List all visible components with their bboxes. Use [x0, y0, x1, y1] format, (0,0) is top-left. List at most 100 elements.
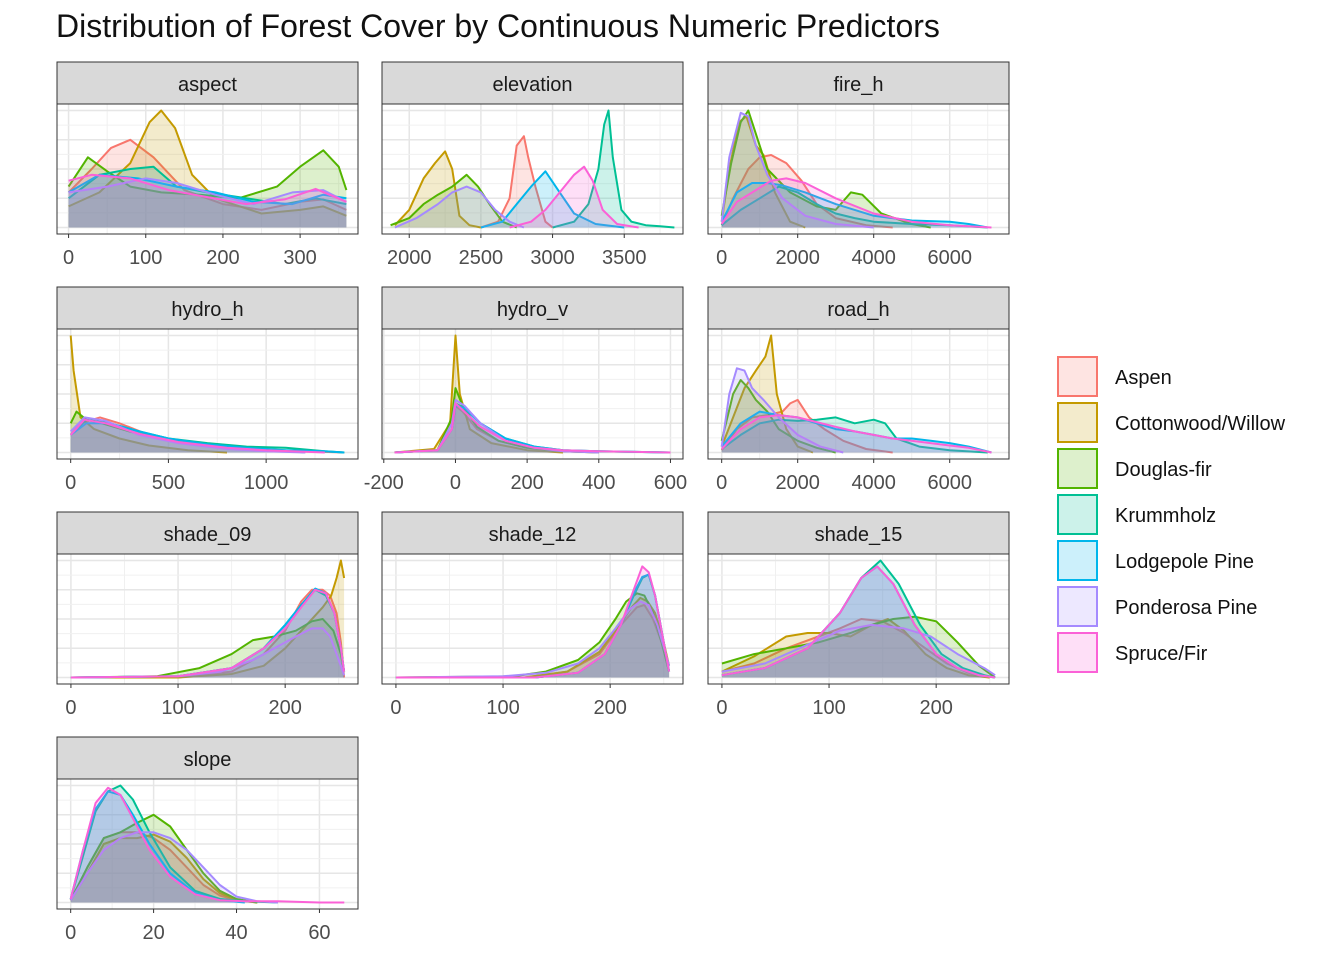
density-area-krummholz — [70, 785, 278, 903]
grid-lines — [57, 554, 358, 684]
density-area-spruce-fir — [721, 566, 996, 678]
x-axis-ticks: 0 100 200 — [390, 684, 627, 719]
panel-border — [381, 103, 684, 235]
density-area-aspen — [721, 619, 990, 678]
panel-border — [707, 103, 1010, 235]
strip-aspect — [56, 61, 359, 105]
tick-label: 6000 — [927, 247, 972, 269]
legend: Aspen Cottonwood/Willow Douglas-fir Krummho… — [1057, 356, 1286, 673]
density-area-lodgepole-pine — [70, 423, 345, 453]
density-area-krummholz — [552, 110, 675, 228]
tick-label: 0 — [65, 922, 76, 944]
density-line-cottonwood-willow — [394, 334, 564, 454]
panel-shade-15: shade_15 0 100 200 — [707, 511, 1010, 719]
density-area-krummholz — [721, 560, 996, 678]
legend-key-background — [1057, 448, 1098, 489]
tick-label: 2000 — [387, 247, 432, 269]
density-line-lodgepole-pine — [720, 182, 988, 229]
density-area-lodgepole-pine — [721, 566, 996, 678]
strip-label: aspect — [178, 74, 237, 96]
density-area-aspen — [394, 405, 599, 453]
density-series — [67, 109, 348, 228]
strip-label: slope — [184, 749, 232, 771]
density-series — [70, 559, 346, 679]
density-area-ponderosa-pine — [395, 601, 670, 678]
panel-hydro-h: hydro_h 0 500 1000 — [56, 286, 359, 494]
panel-aspect: aspect 0 100 200 300 — [56, 61, 359, 269]
legend-key-swatch — [1057, 586, 1098, 627]
density-area-lodgepole-pine — [395, 574, 670, 678]
x-axis-ticks: 0 2000 4000 6000 — [716, 459, 972, 494]
density-series — [69, 335, 345, 454]
density-area-ponderosa-pine — [68, 178, 347, 228]
density-area-lodgepole-pine — [70, 588, 345, 678]
tick-label: 0 — [390, 697, 401, 719]
tick-label: 0 — [65, 472, 76, 494]
density-area-krummholz — [721, 186, 988, 228]
tick-label: 1000 — [244, 472, 289, 494]
tick-label: 60 — [308, 922, 330, 944]
legend-label: Cottonwood/Willow — [1115, 413, 1286, 435]
strip-shade-09 — [56, 511, 359, 555]
density-area-spruce-fir — [721, 178, 992, 228]
tick-label: 0 — [63, 247, 74, 269]
tick-label: 500 — [152, 472, 185, 494]
x-axis-ticks: 0 2000 4000 6000 — [716, 234, 972, 269]
density-area-cottonwood-willow — [70, 335, 227, 453]
density-series — [394, 334, 671, 454]
legend-item-spruce-fir: Spruce/Fir — [1057, 632, 1208, 673]
density-area-ponderosa-pine — [721, 112, 874, 228]
tick-label: 200 — [510, 472, 543, 494]
density-area-cottonwood-willow — [70, 560, 345, 678]
density-area-cottonwood-willow — [68, 110, 347, 228]
panel-border — [707, 553, 1010, 685]
density-line-ponderosa-pine — [69, 416, 306, 454]
panel-border — [56, 328, 359, 460]
density-area-ponderosa-pine — [721, 624, 996, 678]
tick-label: 0 — [450, 472, 461, 494]
panel-road-h: road_h 0 2000 4000 6000 — [707, 286, 1010, 494]
legend-key-background — [1057, 494, 1098, 535]
strip-hydro-h — [56, 286, 359, 330]
density-area-lodgepole-pine — [721, 183, 988, 228]
density-line-krummholz — [721, 416, 988, 454]
density-series — [69, 784, 345, 904]
tick-label: 200 — [206, 247, 239, 269]
density-series — [720, 109, 992, 229]
tick-label: 20 — [142, 922, 164, 944]
legend-key-background — [1057, 540, 1098, 581]
x-axis-ticks: 0 100 200 300 — [63, 234, 317, 269]
tick-label: 4000 — [851, 472, 896, 494]
density-area-douglas-fir — [721, 380, 836, 453]
density-line-ponderosa-pine — [70, 627, 346, 679]
density-line-aspen — [67, 138, 347, 211]
density-line-aspen — [720, 154, 893, 229]
density-series — [721, 559, 996, 679]
density-line-ponderosa-pine — [720, 111, 874, 229]
x-axis-ticks: 0 100 200 — [716, 684, 953, 719]
density-area-lodgepole-pine — [68, 174, 347, 228]
strip-label: shade_12 — [489, 524, 577, 546]
legend-label: Aspen — [1115, 367, 1172, 389]
density-line-cottonwood-willow — [69, 833, 258, 904]
density-line-spruce-fir — [721, 565, 996, 679]
legend-item-douglas-fir: Douglas-fir — [1057, 448, 1212, 489]
density-line-spruce-fir — [720, 414, 992, 454]
density-area-aspen — [480, 136, 553, 228]
strip-elevation — [381, 61, 684, 105]
panel-border — [381, 328, 684, 460]
legend-label: Krummholz — [1115, 505, 1216, 527]
strip-label: shade_09 — [164, 524, 252, 546]
tick-label: 200 — [268, 697, 301, 719]
x-axis-ticks: 2000 2500 3000 3500 — [387, 234, 646, 269]
density-line-ponderosa-pine — [68, 177, 347, 206]
density-line-douglas-fir — [390, 173, 518, 229]
grid-lines — [708, 554, 1009, 684]
legend-key-swatch — [1057, 402, 1098, 443]
density-line-cottonwood-willow — [68, 109, 347, 217]
density-area-spruce-fir — [70, 589, 345, 678]
panel-border — [707, 328, 1010, 460]
density-area-spruce-fir — [70, 787, 345, 903]
density-line-douglas-fir — [70, 618, 346, 679]
